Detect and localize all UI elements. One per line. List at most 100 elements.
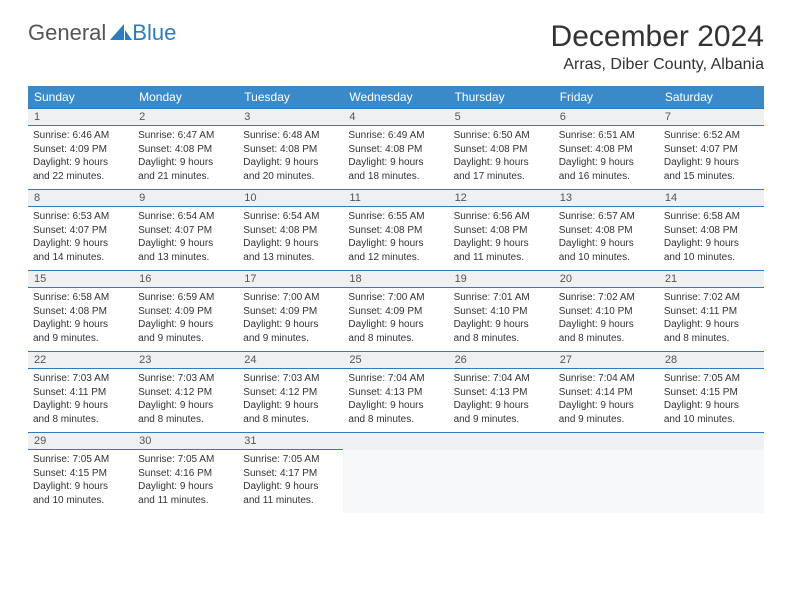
day-cell: Sunrise: 7:02 AMSunset: 4:10 PMDaylight:… bbox=[554, 288, 659, 352]
daylight-text: and 9 minutes. bbox=[138, 332, 233, 346]
daylight-text: and 9 minutes. bbox=[454, 413, 549, 427]
daylight-text: Daylight: 9 hours bbox=[664, 156, 759, 170]
daylight-text: Daylight: 9 hours bbox=[454, 237, 549, 251]
week-2-numbers: 15161718192021 bbox=[28, 271, 764, 288]
day-number bbox=[659, 433, 764, 450]
daylight-text: and 13 minutes. bbox=[138, 251, 233, 265]
sunrise-text: Sunrise: 6:51 AM bbox=[559, 129, 654, 143]
daylight-text: and 9 minutes. bbox=[33, 332, 128, 346]
day-number: 21 bbox=[659, 271, 764, 288]
day-cell bbox=[659, 450, 764, 514]
day-cell bbox=[343, 450, 448, 514]
day-header-sunday: Sunday bbox=[28, 86, 133, 109]
day-cell bbox=[554, 450, 659, 514]
sunset-text: Sunset: 4:08 PM bbox=[33, 305, 128, 319]
title-block: December 2024 Arras, Diber County, Alban… bbox=[551, 20, 764, 74]
sunrise-text: Sunrise: 7:05 AM bbox=[33, 453, 128, 467]
sunrise-text: Sunrise: 6:50 AM bbox=[454, 129, 549, 143]
day-cell: Sunrise: 6:51 AMSunset: 4:08 PMDaylight:… bbox=[554, 126, 659, 190]
daylight-text: Daylight: 9 hours bbox=[559, 399, 654, 413]
daylight-text: and 10 minutes. bbox=[664, 251, 759, 265]
day-header-wednesday: Wednesday bbox=[343, 86, 448, 109]
daylight-text: and 8 minutes. bbox=[348, 332, 443, 346]
daylight-text: Daylight: 9 hours bbox=[559, 156, 654, 170]
day-number: 24 bbox=[238, 352, 343, 369]
day-cell: Sunrise: 7:04 AMSunset: 4:13 PMDaylight:… bbox=[343, 369, 448, 433]
day-cell: Sunrise: 7:02 AMSunset: 4:11 PMDaylight:… bbox=[659, 288, 764, 352]
daylight-text: Daylight: 9 hours bbox=[33, 237, 128, 251]
sunrise-text: Sunrise: 7:00 AM bbox=[243, 291, 338, 305]
sunset-text: Sunset: 4:15 PM bbox=[664, 386, 759, 400]
sunset-text: Sunset: 4:08 PM bbox=[348, 224, 443, 238]
day-number: 7 bbox=[659, 109, 764, 126]
day-number: 29 bbox=[28, 433, 133, 450]
day-header-friday: Friday bbox=[554, 86, 659, 109]
day-cell: Sunrise: 6:59 AMSunset: 4:09 PMDaylight:… bbox=[133, 288, 238, 352]
daylight-text: Daylight: 9 hours bbox=[348, 399, 443, 413]
sunset-text: Sunset: 4:17 PM bbox=[243, 467, 338, 481]
daylight-text: and 10 minutes. bbox=[664, 413, 759, 427]
daylight-text: Daylight: 9 hours bbox=[138, 237, 233, 251]
week-2-content: Sunrise: 6:58 AMSunset: 4:08 PMDaylight:… bbox=[28, 288, 764, 352]
week-3-content: Sunrise: 7:03 AMSunset: 4:11 PMDaylight:… bbox=[28, 369, 764, 433]
daylight-text: Daylight: 9 hours bbox=[33, 318, 128, 332]
sunrise-text: Sunrise: 7:02 AM bbox=[664, 291, 759, 305]
day-number: 12 bbox=[449, 190, 554, 207]
day-number bbox=[449, 433, 554, 450]
day-number: 20 bbox=[554, 271, 659, 288]
daylight-text: and 9 minutes. bbox=[559, 413, 654, 427]
day-cell: Sunrise: 7:01 AMSunset: 4:10 PMDaylight:… bbox=[449, 288, 554, 352]
sunrise-text: Sunrise: 7:01 AM bbox=[454, 291, 549, 305]
day-number: 3 bbox=[238, 109, 343, 126]
sunset-text: Sunset: 4:09 PM bbox=[348, 305, 443, 319]
day-cell: Sunrise: 7:00 AMSunset: 4:09 PMDaylight:… bbox=[343, 288, 448, 352]
daylight-text: Daylight: 9 hours bbox=[243, 318, 338, 332]
daylight-text: Daylight: 9 hours bbox=[348, 156, 443, 170]
day-number: 9 bbox=[133, 190, 238, 207]
day-number: 2 bbox=[133, 109, 238, 126]
day-number: 15 bbox=[28, 271, 133, 288]
day-cell: Sunrise: 7:05 AMSunset: 4:15 PMDaylight:… bbox=[28, 450, 133, 514]
sunrise-text: Sunrise: 7:03 AM bbox=[138, 372, 233, 386]
daylight-text: and 20 minutes. bbox=[243, 170, 338, 184]
day-number: 31 bbox=[238, 433, 343, 450]
daylight-text: and 16 minutes. bbox=[559, 170, 654, 184]
day-number: 1 bbox=[28, 109, 133, 126]
day-header-monday: Monday bbox=[133, 86, 238, 109]
week-0-content: Sunrise: 6:46 AMSunset: 4:09 PM Daylight:… bbox=[28, 126, 764, 190]
day-number: 14 bbox=[659, 190, 764, 207]
sunset-text: Sunset: 4:08 PM bbox=[454, 143, 549, 157]
sunrise-text: Sunrise: 6:46 AM bbox=[33, 129, 128, 143]
day-number: 19 bbox=[449, 271, 554, 288]
sunset-text: Sunset: 4:10 PM bbox=[454, 305, 549, 319]
location-text: Arras, Diber County, Albania bbox=[551, 56, 764, 74]
daylight-text: and 8 minutes. bbox=[454, 332, 549, 346]
sunset-text: Sunset: 4:13 PM bbox=[348, 386, 443, 400]
day-cell: Sunrise: 6:48 AMSunset: 4:08 PMDaylight:… bbox=[238, 126, 343, 190]
daylight-text: and 8 minutes. bbox=[664, 332, 759, 346]
daylight-text: Daylight: 9 hours bbox=[138, 399, 233, 413]
daylight-text: Daylight: 9 hours bbox=[454, 318, 549, 332]
sunrise-text: Sunrise: 6:52 AM bbox=[664, 129, 759, 143]
day-number: 10 bbox=[238, 190, 343, 207]
day-number: 8 bbox=[28, 190, 133, 207]
day-number: 17 bbox=[238, 271, 343, 288]
day-header-thursday: Thursday bbox=[449, 86, 554, 109]
daylight-text: Daylight: 9 hours bbox=[138, 156, 233, 170]
page-title: December 2024 bbox=[551, 20, 764, 54]
daylight-text: and 8 minutes. bbox=[138, 413, 233, 427]
sunset-text: Sunset: 4:09 PM bbox=[33, 143, 128, 157]
day-cell: Sunrise: 6:49 AMSunset: 4:08 PMDaylight:… bbox=[343, 126, 448, 190]
sunset-text: Sunset: 4:12 PM bbox=[243, 386, 338, 400]
daylight-text: Daylight: 9 hours bbox=[454, 399, 549, 413]
daylight-text: Daylight: 9 hours bbox=[559, 318, 654, 332]
sunrise-text: Sunrise: 7:03 AM bbox=[33, 372, 128, 386]
sunset-text: Sunset: 4:09 PM bbox=[138, 305, 233, 319]
sunrise-text: Sunrise: 7:04 AM bbox=[559, 372, 654, 386]
day-number: 16 bbox=[133, 271, 238, 288]
daylight-text: Daylight: 9 hours bbox=[243, 399, 338, 413]
day-cell: Sunrise: 6:58 AMSunset: 4:08 PMDaylight:… bbox=[659, 207, 764, 271]
day-cell: Sunrise: 6:53 AMSunset: 4:07 PMDaylight:… bbox=[28, 207, 133, 271]
day-cell: Sunrise: 7:05 AMSunset: 4:15 PMDaylight:… bbox=[659, 369, 764, 433]
daylight-text: and 10 minutes. bbox=[33, 494, 128, 508]
